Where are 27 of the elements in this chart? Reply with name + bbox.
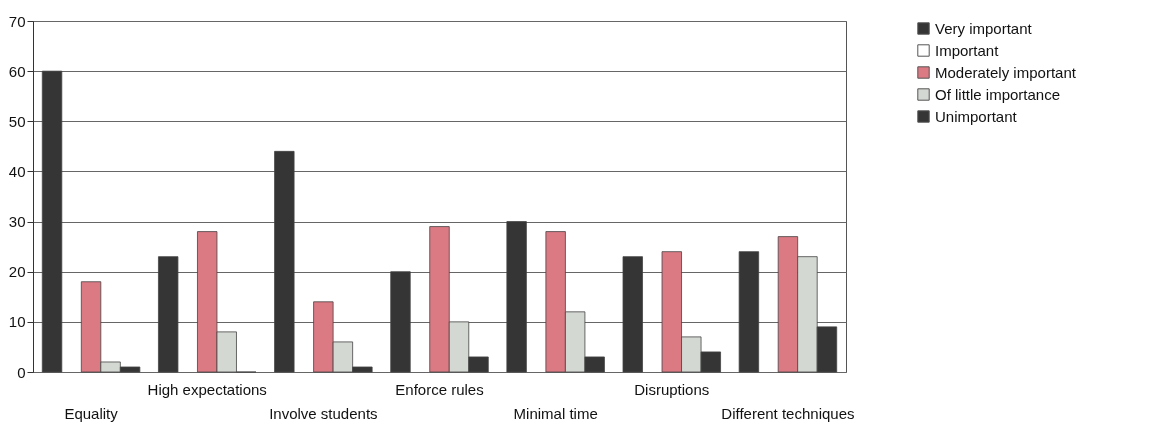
y-tick-label: 0 (17, 363, 26, 381)
bar (506, 221, 527, 373)
bar (738, 251, 760, 373)
x-tick-label: Minimal time (513, 404, 598, 422)
x-tick-label: Disruptions (634, 380, 710, 398)
bar (158, 256, 179, 373)
x-tick-label: Equality (64, 404, 119, 422)
y-tick-label: 50 (8, 112, 26, 130)
y-tick-label: 20 (8, 263, 26, 281)
legend-label: Of little importance (935, 85, 1061, 103)
x-tick-label: Different techniques (721, 404, 855, 422)
legend-label: Important (935, 41, 1000, 59)
y-tick-label: 30 (8, 213, 26, 231)
y-tick-label: 40 (8, 162, 26, 180)
bar (390, 271, 411, 373)
y-tick-label: 10 (8, 313, 26, 331)
x-tick-label: Enforce rules (395, 380, 484, 398)
x-tick-label: Involve students (269, 404, 378, 422)
x-tick-label: High expectations (147, 380, 267, 398)
y-tick-label: 60 (8, 62, 26, 80)
bar (274, 150, 295, 373)
bar (41, 70, 63, 373)
y-tick-label: 70 (8, 12, 26, 30)
bar (622, 256, 643, 373)
legend-label: Very important (935, 19, 1033, 37)
legend-label: Unimportant (935, 107, 1018, 125)
legend-label: Moderately important (935, 63, 1077, 81)
